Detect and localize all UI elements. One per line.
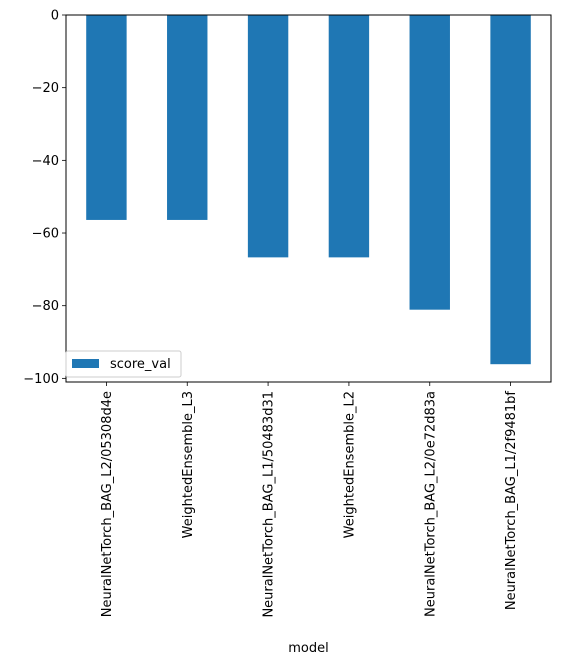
legend: score_val	[65, 350, 182, 378]
y-tick-label-3: −60	[32, 227, 59, 242]
bar-1	[167, 15, 208, 220]
x-tick-label-5: NeuralNetTorch_BAG_L1/2f9481bf	[504, 391, 519, 611]
bars-group	[86, 15, 531, 365]
x-tick-label-3: WeightedEnsemble_L2	[342, 391, 357, 538]
legend-swatch	[72, 359, 99, 368]
x-tick-label-0: NeuralNetTorch_BAG_L2/05308d4e	[100, 391, 115, 617]
legend-label-score-val: score_val	[110, 357, 171, 372]
x-tick-label-4: NeuralNetTorch_BAG_L2/0e72d83a	[423, 391, 438, 617]
bar-0	[86, 15, 127, 220]
x-axis: NeuralNetTorch_BAG_L2/05308d4e WeightedEn…	[100, 382, 519, 618]
y-tick-label-0: 0	[51, 9, 59, 24]
y-tick-label-1: −20	[32, 81, 59, 96]
bar-5	[490, 15, 531, 365]
bar-2	[247, 15, 289, 258]
legend-box	[65, 350, 182, 378]
x-tick-label-2: NeuralNetTorch_BAG_L1/50483d31	[262, 391, 277, 618]
y-tick-label-5: −100	[23, 372, 59, 387]
y-axis: 0 −20 −40 −60 −80 −100	[23, 9, 66, 387]
bar-3	[328, 15, 370, 258]
y-tick-label-4: −80	[32, 299, 59, 314]
plot-frame	[65, 14, 552, 383]
bar-4	[409, 15, 450, 310]
x-tick-label-1: WeightedEnsemble_L3	[181, 391, 196, 538]
x-axis-label: model	[288, 641, 328, 656]
y-tick-label-2: −40	[32, 154, 59, 169]
